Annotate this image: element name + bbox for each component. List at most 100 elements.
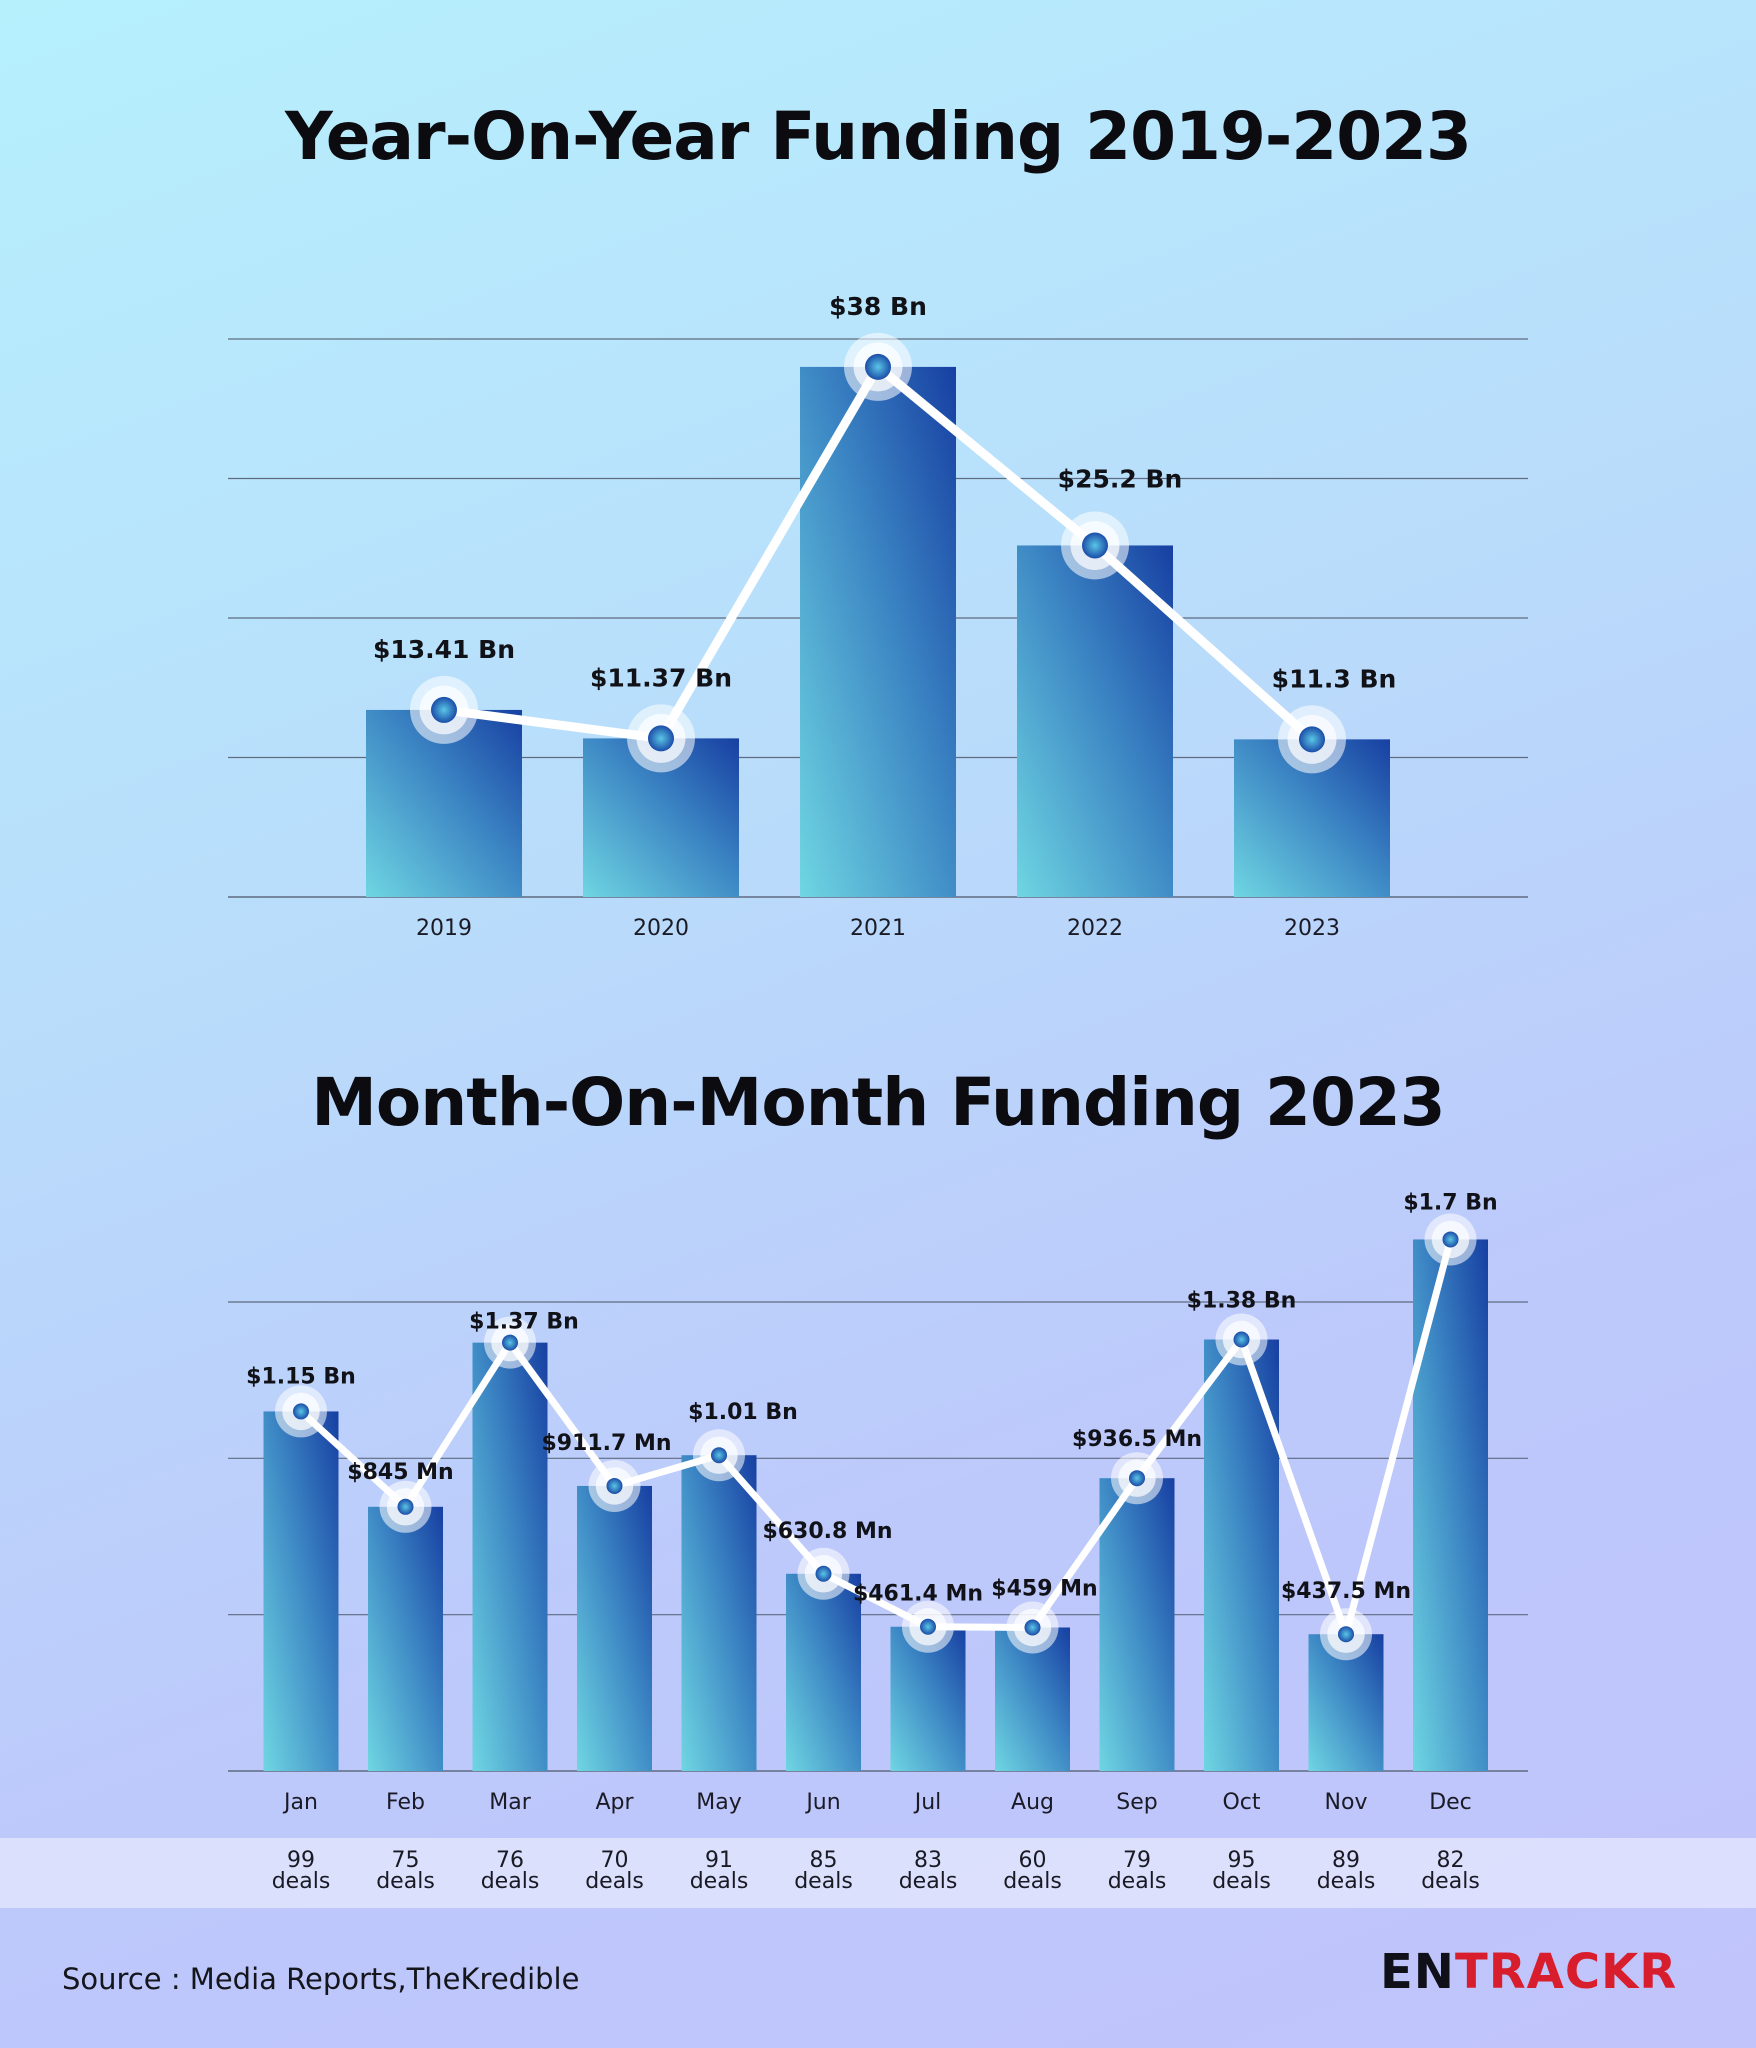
data-point [431,696,457,723]
tick-label: Jun [804,1790,840,1815]
deal-count: 75 deals [346,1848,466,1894]
tick-label: Feb [386,1790,425,1815]
data-label: $1.38 Bn [1187,1289,1297,1314]
data-point [815,1565,832,1582]
data-label: $845 Mn [347,1460,453,1485]
bar-2022 [1017,545,1173,897]
data-label: $437.5 Mn [1281,1579,1411,1604]
deal-unit: deals [376,1869,435,1894]
deal-count: 89 deals [1286,1848,1406,1893]
deal-count: 99 deals [241,1848,361,1894]
data-point [1024,1619,1041,1636]
bar-Sep [1099,1478,1175,1771]
deal-unit: deals [794,1869,853,1894]
deal-number: 70 [600,1848,629,1873]
deal-unit: deals [1003,1869,1062,1894]
data-label: $461.4 Mn [853,1582,983,1607]
deal-unit: deals [585,1869,644,1894]
bar-Feb [368,1506,443,1771]
deal-count: 79 deals [1077,1848,1197,1894]
deal-number: 99 [287,1848,315,1873]
yearly-funding-chart: 2019 2020 2021 2022 2023 $13.41 Bn $11.37 Bn $3… [228,292,1528,941]
data-point [648,725,674,752]
tick-label: Oct [1222,1790,1260,1815]
deal-count: 76 deals [450,1848,570,1894]
data-label: $11.37 Bn [590,663,732,692]
bar-Apr [577,1485,652,1771]
deal-unit: deals [1421,1869,1480,1894]
tick-label: Dec [1429,1790,1472,1815]
deals-band [0,1838,1756,1908]
deal-count: 82 deals [1391,1848,1511,1894]
tick-label: 2021 [850,916,906,941]
data-label: $936.5 Mn [1072,1427,1202,1452]
data-point [1082,532,1108,559]
deal-count: 83 deals [868,1850,988,1894]
data-label: $13.41 Bn [373,635,515,664]
tick-label: 2019 [416,916,472,941]
deal-unit: deals [1212,1869,1271,1894]
deal-unit: deals [1107,1869,1167,1894]
data-label: $1.7 Bn [1403,1190,1497,1215]
data-point [293,1403,309,1420]
brand-logo-part1: EN [1380,1944,1455,2000]
source-note: Source : Media Reports,TheKredible [62,1962,580,1996]
deal-unit: deals [271,1869,331,1894]
data-label: $1.15 Bn [246,1364,356,1389]
trend-line [298,1238,1454,1638]
deal-number: 76 [496,1848,524,1873]
bar-May [681,1455,757,1771]
tick-label: Mar [489,1790,531,1815]
deal-count: 60 deals [973,1848,1093,1894]
data-point [606,1477,623,1494]
deal-number: 75 [391,1848,420,1873]
deal-unit: deals [898,1869,958,1894]
data-label: $11.3 Bn [1272,664,1397,693]
tick-label: 2023 [1284,916,1340,941]
chart-title-yearly: Year-On-Year Funding 2019-2023 [285,98,1472,175]
monthly-funding-chart: Jan Feb Mar Apr May Jun Jul Aug Sep Oct Nov Dec $1.1… [228,1190,1528,1815]
brand-logo-part2: TRACKR [1454,1944,1678,2000]
deal-number: 82 [1436,1848,1465,1873]
data-point [502,1334,518,1351]
deal-number: 79 [1123,1848,1151,1873]
deal-number: 95 [1227,1848,1256,1873]
tick-label: 2022 [1067,916,1123,941]
data-point [865,353,891,380]
tick-label: Sep [1116,1790,1157,1815]
data-point [1338,1626,1354,1643]
deal-count: 91 deals [659,1848,779,1894]
data-label: $630.8 Mn [762,1519,892,1544]
deal-unit: deals [480,1869,540,1894]
data-label: $38 Bn [829,292,927,321]
data-point [1299,726,1325,753]
tick-label: Jul [913,1790,942,1815]
tick-label: Jan [282,1790,318,1815]
bar-2021 [800,366,956,897]
deal-unit: deals [689,1869,749,1894]
data-label: $1.01 Bn [688,1400,798,1425]
deal-count: 95 deals [1182,1848,1302,1894]
data-point [1233,1331,1250,1348]
data-point [1442,1231,1459,1248]
data-point [1129,1470,1145,1487]
data-label: $459 Mn [991,1576,1097,1601]
brand-logo: ENTRACKR [1380,1944,1677,2000]
chart-title-monthly: Month-On-Month Funding 2023 [311,1064,1445,1141]
data-label: $1.37 Bn [469,1310,579,1335]
deal-number: 91 [705,1848,733,1873]
data-label: $25.2 Bn [1058,464,1183,493]
tick-label: May [696,1790,741,1815]
bar-Jun [786,1573,861,1771]
tick-label: Aug [1011,1790,1054,1815]
data-label: $911.7 Mn [541,1431,671,1456]
bar-Jan [263,1411,339,1771]
data-point [397,1498,414,1515]
tick-label: Nov [1325,1790,1368,1815]
bar-Dec [1413,1239,1488,1771]
deal-number: 60 [1018,1848,1047,1873]
data-point [711,1447,727,1464]
tick-label: 2020 [633,916,689,941]
deal-count: 70 deals [555,1848,675,1894]
deal-number: 89 [1332,1848,1360,1873]
